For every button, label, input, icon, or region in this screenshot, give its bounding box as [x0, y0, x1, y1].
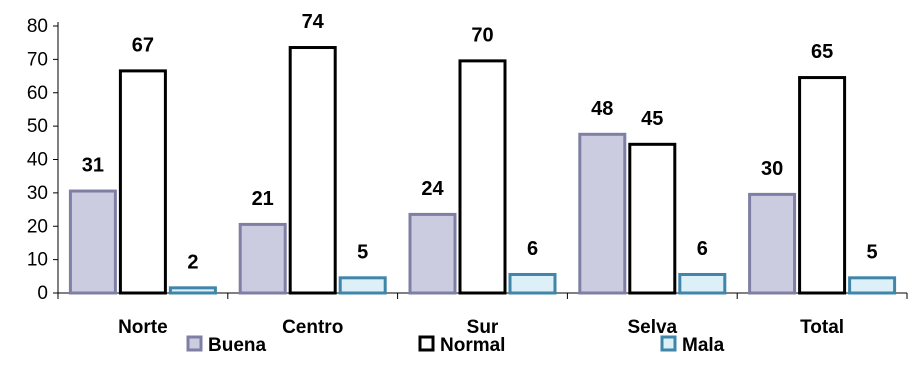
bar-buena [408, 212, 457, 295]
category-label: Sur [467, 317, 499, 338]
y-tick-label: 50 [27, 116, 48, 137]
legend-swatch-normal [418, 335, 435, 352]
data-label: 70 [471, 24, 493, 46]
y-tick-label: 20 [27, 216, 48, 237]
data-label: 21 [252, 188, 274, 210]
bars [68, 46, 897, 295]
category-label: Selva [627, 317, 677, 338]
data-label: 6 [527, 238, 538, 260]
bar-normal [458, 59, 507, 295]
category-label: Norte [118, 317, 168, 338]
bar-normal [628, 142, 677, 295]
bar-normal [118, 69, 167, 295]
data-label: 65 [811, 41, 833, 63]
y-tick-label: 70 [27, 49, 48, 70]
y-tick-label: 40 [27, 150, 48, 171]
bar-mala [678, 272, 727, 295]
data-label: 67 [132, 34, 154, 56]
category-label: Centro [282, 317, 343, 338]
data-label: 30 [761, 158, 783, 180]
data-label: 31 [82, 155, 104, 177]
data-label: 5 [357, 241, 368, 263]
data-labels: 31 67 2 21 74 5 24 70 6 48 45 6 30 65 5 [82, 11, 878, 273]
y-tick-label: 0 [37, 283, 48, 304]
legend-label: Normal [440, 335, 505, 356]
data-label: 48 [591, 98, 613, 120]
data-label: 6 [697, 238, 708, 260]
data-label: 2 [187, 251, 198, 273]
category-label: Total [800, 317, 844, 338]
legend: Buena Normal Mala [186, 335, 725, 356]
y-tick-label: 80 [27, 16, 48, 37]
legend-swatch-mala [660, 335, 677, 352]
data-label: 24 [421, 178, 444, 200]
bar-mala [848, 276, 897, 295]
bar-buena [748, 192, 797, 295]
bar-buena [68, 189, 117, 295]
legend-label: Mala [682, 335, 725, 356]
data-label: 74 [302, 11, 325, 33]
y-tick-label: 10 [27, 250, 48, 271]
data-label: 45 [641, 108, 663, 130]
y-tick-label: 30 [27, 183, 48, 204]
legend-label: Buena [208, 335, 267, 356]
bar-buena [578, 132, 627, 295]
bar-normal [288, 46, 337, 295]
bar-buena [238, 222, 287, 295]
axes: 0 10 20 30 40 50 60 70 80 Norte Centro Sur Selva Tota… [27, 16, 908, 338]
legend-swatch-buena [186, 335, 203, 352]
y-tick-label: 60 [27, 83, 48, 104]
data-label: 5 [867, 241, 878, 263]
bar-mala [168, 286, 217, 295]
bar-mala [508, 272, 557, 295]
bar-normal [798, 76, 847, 295]
bar-mala [338, 276, 387, 295]
